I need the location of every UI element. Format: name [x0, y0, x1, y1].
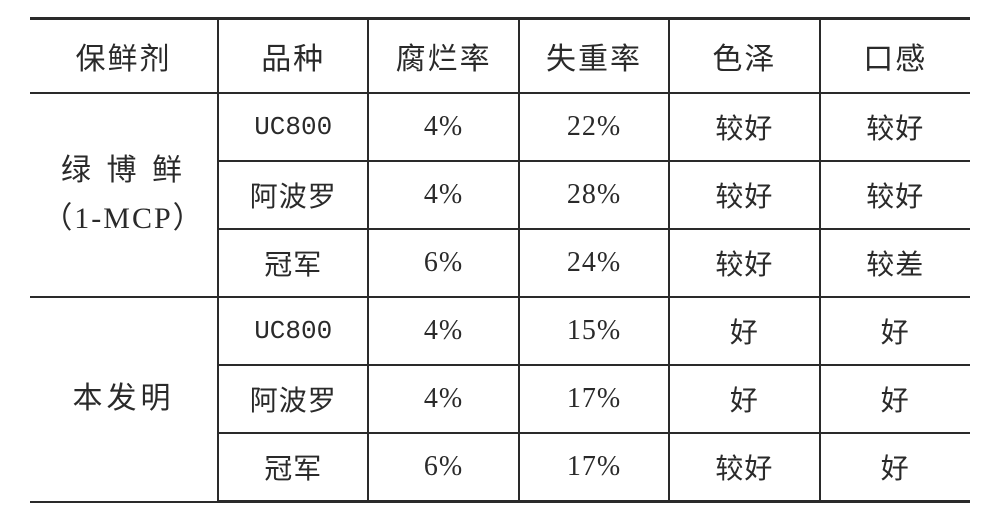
cell-variety: 阿波罗 — [218, 161, 368, 229]
col-header-rot-rate: 腐烂率 — [368, 19, 518, 94]
col-header-color: 色泽 — [669, 19, 819, 94]
col-header-preservative: 保鲜剂 — [30, 19, 218, 94]
cell-color: 较好 — [669, 229, 819, 297]
row-header-invention: 本发明 — [30, 297, 218, 502]
cell-wtloss: 24% — [519, 229, 669, 297]
cell-variety: UC800 — [218, 297, 368, 365]
cell-color: 较好 — [669, 93, 819, 161]
cell-taste: 较好 — [820, 93, 970, 161]
row-header-invention-main: 本发明 — [73, 382, 175, 415]
cell-variety: UC800 — [218, 93, 368, 161]
cell-variety: 阿波罗 — [218, 365, 368, 433]
cell-color: 好 — [669, 365, 819, 433]
row-header-1mcp: 绿 博 鲜 （1-MCP） — [30, 93, 218, 297]
cell-rot: 4% — [368, 93, 518, 161]
cell-variety: 冠军 — [218, 433, 368, 502]
cell-taste: 好 — [820, 365, 970, 433]
cell-color: 较好 — [669, 161, 819, 229]
header-row: 保鲜剂 品种 腐烂率 失重率 色泽 口感 — [30, 19, 970, 94]
table-row: 绿 博 鲜 （1-MCP） UC800 4% 22% 较好 较好 — [30, 93, 970, 161]
col-header-variety: 品种 — [218, 19, 368, 94]
cell-wtloss: 17% — [519, 365, 669, 433]
cell-color: 好 — [669, 297, 819, 365]
cell-taste: 好 — [820, 433, 970, 502]
table-row: 本发明 UC800 4% 15% 好 好 — [30, 297, 970, 365]
cell-wtloss: 17% — [519, 433, 669, 502]
cell-wtloss: 28% — [519, 161, 669, 229]
data-table: 保鲜剂 品种 腐烂率 失重率 色泽 口感 绿 博 鲜 （1-MCP） UC800… — [30, 17, 970, 503]
cell-wtloss: 22% — [519, 93, 669, 161]
cell-wtloss: 15% — [519, 297, 669, 365]
cell-rot: 4% — [368, 365, 518, 433]
cell-taste: 较好 — [820, 161, 970, 229]
cell-taste: 较差 — [820, 229, 970, 297]
row-header-1mcp-sub: （1-MCP） — [40, 195, 207, 243]
cell-rot: 6% — [368, 229, 518, 297]
cell-taste: 好 — [820, 297, 970, 365]
cell-rot: 6% — [368, 433, 518, 502]
cell-rot: 4% — [368, 297, 518, 365]
cell-color: 较好 — [669, 433, 819, 502]
col-header-taste: 口感 — [820, 19, 970, 94]
col-header-weight-loss: 失重率 — [519, 19, 669, 94]
row-header-1mcp-main: 绿 博 鲜 — [61, 154, 186, 187]
page: 保鲜剂 品种 腐烂率 失重率 色泽 口感 绿 博 鲜 （1-MCP） UC800… — [0, 0, 1000, 520]
cell-rot: 4% — [368, 161, 518, 229]
cell-variety: 冠军 — [218, 229, 368, 297]
